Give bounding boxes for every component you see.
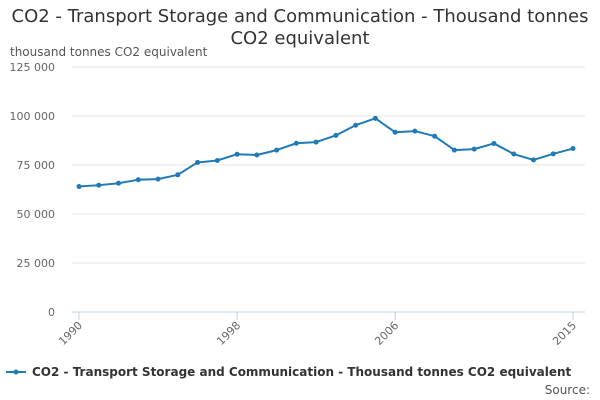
- data-point[interactable]: [392, 129, 398, 135]
- legend-label: CO2 - Transport Storage and Communicatio…: [32, 365, 572, 379]
- series-layer: [76, 115, 576, 190]
- chart-title: CO2 - Transport Storage and Communicatio…: [11, 6, 589, 49]
- data-point[interactable]: [214, 157, 220, 163]
- data-point[interactable]: [412, 128, 418, 134]
- data-point[interactable]: [175, 172, 181, 178]
- data-point[interactable]: [550, 151, 556, 157]
- data-point[interactable]: [76, 184, 82, 190]
- data-point[interactable]: [274, 147, 280, 153]
- data-point[interactable]: [353, 122, 359, 128]
- y-tick-label: 25 000: [17, 257, 56, 270]
- series-line: [78, 117, 574, 188]
- axes: 0 25 000 50 000 75 000 100 000 125 000 1990 199…: [10, 61, 585, 348]
- data-point[interactable]: [451, 147, 457, 153]
- y-axis-unit-label: thousand tonnes CO2 equivalent: [10, 45, 208, 59]
- data-point[interactable]: [530, 157, 536, 163]
- data-point[interactable]: [135, 177, 141, 183]
- data-point[interactable]: [570, 146, 576, 152]
- x-tick-label: 2006: [372, 319, 401, 348]
- data-point[interactable]: [432, 133, 438, 139]
- source-label: Source:: [544, 383, 590, 397]
- data-point[interactable]: [471, 146, 477, 152]
- x-tick-label: 1998: [214, 319, 243, 348]
- data-point[interactable]: [511, 151, 517, 157]
- data-point[interactable]: [333, 132, 339, 138]
- y-tick-label: 50 000: [17, 208, 56, 221]
- x-tick-label: 1990: [56, 319, 85, 348]
- y-tick-label: 0: [48, 306, 55, 319]
- y-tick-label: 75 000: [17, 159, 56, 172]
- grid-lines: [72, 66, 585, 264]
- legend[interactable]: CO2 - Transport Storage and Communicatio…: [6, 365, 571, 379]
- y-tick-label: 125 000: [10, 61, 56, 74]
- data-point[interactable]: [491, 140, 497, 146]
- data-point[interactable]: [313, 139, 319, 145]
- data-point[interactable]: [116, 180, 122, 186]
- y-tick-label: 100 000: [10, 110, 56, 123]
- data-point[interactable]: [372, 115, 378, 121]
- legend-line-icon: [6, 369, 26, 375]
- data-point[interactable]: [293, 140, 299, 146]
- data-point[interactable]: [155, 176, 161, 182]
- data-point[interactable]: [96, 182, 102, 188]
- data-point[interactable]: [234, 151, 240, 157]
- x-tick-label: 2015: [550, 319, 579, 348]
- data-point[interactable]: [195, 159, 201, 165]
- data-point[interactable]: [254, 152, 260, 158]
